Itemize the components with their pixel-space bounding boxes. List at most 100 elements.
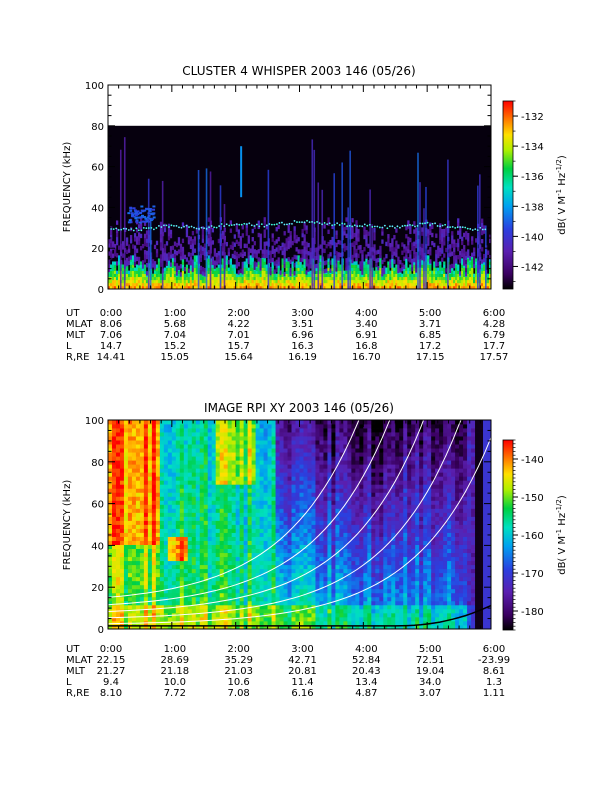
spectrogram-cell — [207, 464, 213, 469]
spectrogram-cell — [357, 282, 360, 287]
spectrogram-cell — [108, 500, 113, 505]
spectrogram-cell — [231, 267, 234, 271]
spectrogram-cell — [457, 230, 460, 235]
spectrogram-cell — [415, 279, 418, 284]
spectrogram-cell — [241, 269, 244, 275]
spectrogram-cell — [355, 282, 358, 287]
spectrogram-cell — [231, 504, 237, 509]
spectrogram-cell — [143, 564, 149, 570]
spectrogram-cell — [247, 560, 253, 566]
spectrogram-cell — [267, 596, 272, 602]
spectrogram-cell — [281, 250, 284, 256]
spectrogram-cell — [108, 524, 113, 529]
spectrogram-cell — [251, 560, 257, 566]
spectrogram-cell — [143, 448, 149, 453]
spectrogram-cell — [211, 279, 215, 284]
spectrogram-cell — [108, 556, 113, 562]
spectrogram-cell — [211, 576, 217, 582]
spectrogram-cell — [217, 251, 221, 256]
spectrogram-cell — [175, 536, 181, 541]
spectrogram-cell — [143, 452, 149, 457]
spectrogram-cell — [263, 540, 268, 545]
spectrogram-cell — [207, 604, 213, 610]
spectrogram-cell — [195, 276, 199, 281]
spectrogram-cell — [263, 468, 268, 473]
spectrogram-cell — [203, 448, 209, 453]
spectrogram-cell — [221, 276, 224, 281]
spectrogram-cell — [127, 452, 133, 457]
spectrogram-cell — [167, 484, 173, 489]
spectrogram-cell — [345, 217, 348, 222]
spectrogram-cell — [413, 273, 416, 278]
spectrogram-cell — [163, 223, 167, 229]
spectrogram-cell — [387, 264, 390, 268]
spectrogram-cell — [213, 282, 217, 287]
spectrogram-streak — [317, 182, 320, 289]
spectrogram-cell — [255, 254, 258, 259]
spectrogram-cell — [405, 250, 408, 255]
spectrogram-cell — [263, 532, 268, 537]
spectrogram-cell — [179, 508, 185, 513]
spectrogram-cell — [397, 273, 400, 278]
spectrogram-cell — [327, 258, 330, 262]
spectrogram-cell — [151, 624, 157, 629]
colorbar-tick-label: -140 — [521, 232, 544, 243]
spectrogram-cell — [111, 532, 117, 537]
spectrogram-cell — [175, 279, 179, 284]
spectrogram-cell — [135, 572, 141, 578]
spectrogram-cell — [363, 285, 366, 289]
spectrogram-cell — [155, 424, 161, 429]
spectrogram-cell — [475, 273, 478, 278]
spectrogram-cell — [307, 270, 310, 274]
spectrogram-cell — [179, 488, 185, 493]
spectrogram-cell — [109, 242, 113, 248]
spectrogram-cell — [187, 612, 193, 618]
spectrogram-cell — [239, 436, 245, 441]
spectrogram-cell — [159, 552, 165, 558]
spectrogram-cell — [215, 528, 221, 533]
trace-point — [484, 228, 487, 231]
spectrogram-cell — [191, 612, 197, 618]
spectrogram-cell — [191, 588, 197, 594]
spectrogram-cell — [111, 596, 117, 602]
spectrogram-cell — [113, 282, 117, 287]
spectrogram-cell — [387, 285, 390, 289]
spectrogram-cell — [409, 270, 412, 274]
trace-point — [368, 223, 371, 226]
spectrogram-cell — [227, 247, 230, 253]
spectrogram-cell — [295, 276, 298, 281]
spectrogram-cell — [207, 432, 213, 437]
spectrogram-cell — [409, 273, 412, 278]
spectrogram-cell — [187, 504, 193, 509]
spectrogram-cell — [257, 232, 260, 238]
spectrogram-cell — [437, 267, 440, 271]
spectrogram-cell — [211, 556, 217, 562]
spectrogram-cell — [377, 282, 380, 287]
spectrogram-cell — [255, 282, 258, 287]
spectrogram-cell — [235, 460, 241, 465]
trace-point — [331, 224, 334, 227]
spectrogram-cell — [125, 261, 129, 267]
spectrogram-cell — [217, 270, 221, 274]
spectrogram-cell — [255, 492, 261, 497]
spectrogram-cell — [203, 512, 209, 517]
spectrogram-cell — [449, 273, 452, 278]
spectrogram-cell — [461, 248, 464, 254]
spectrogram-cell — [175, 424, 181, 429]
spectrogram-cell — [475, 276, 478, 281]
spectrogram-cell — [223, 544, 229, 550]
spectrogram-cell — [397, 256, 400, 261]
spectrogram-cell — [403, 267, 406, 271]
spectrogram-cell — [385, 267, 388, 271]
spectrogram-cell — [227, 424, 233, 429]
spectrogram-cell — [207, 536, 213, 541]
spectrogram-cell — [295, 270, 298, 274]
spectrogram-cell — [159, 424, 165, 429]
spectrogram-cell — [223, 604, 229, 610]
spectrogram-cell — [287, 244, 290, 250]
spectrogram-cell — [325, 243, 328, 249]
spectrogram-cell — [223, 580, 229, 586]
spectrogram-cell — [155, 468, 161, 473]
trace-point — [286, 223, 288, 226]
y-tick-label: 100 — [85, 81, 104, 92]
